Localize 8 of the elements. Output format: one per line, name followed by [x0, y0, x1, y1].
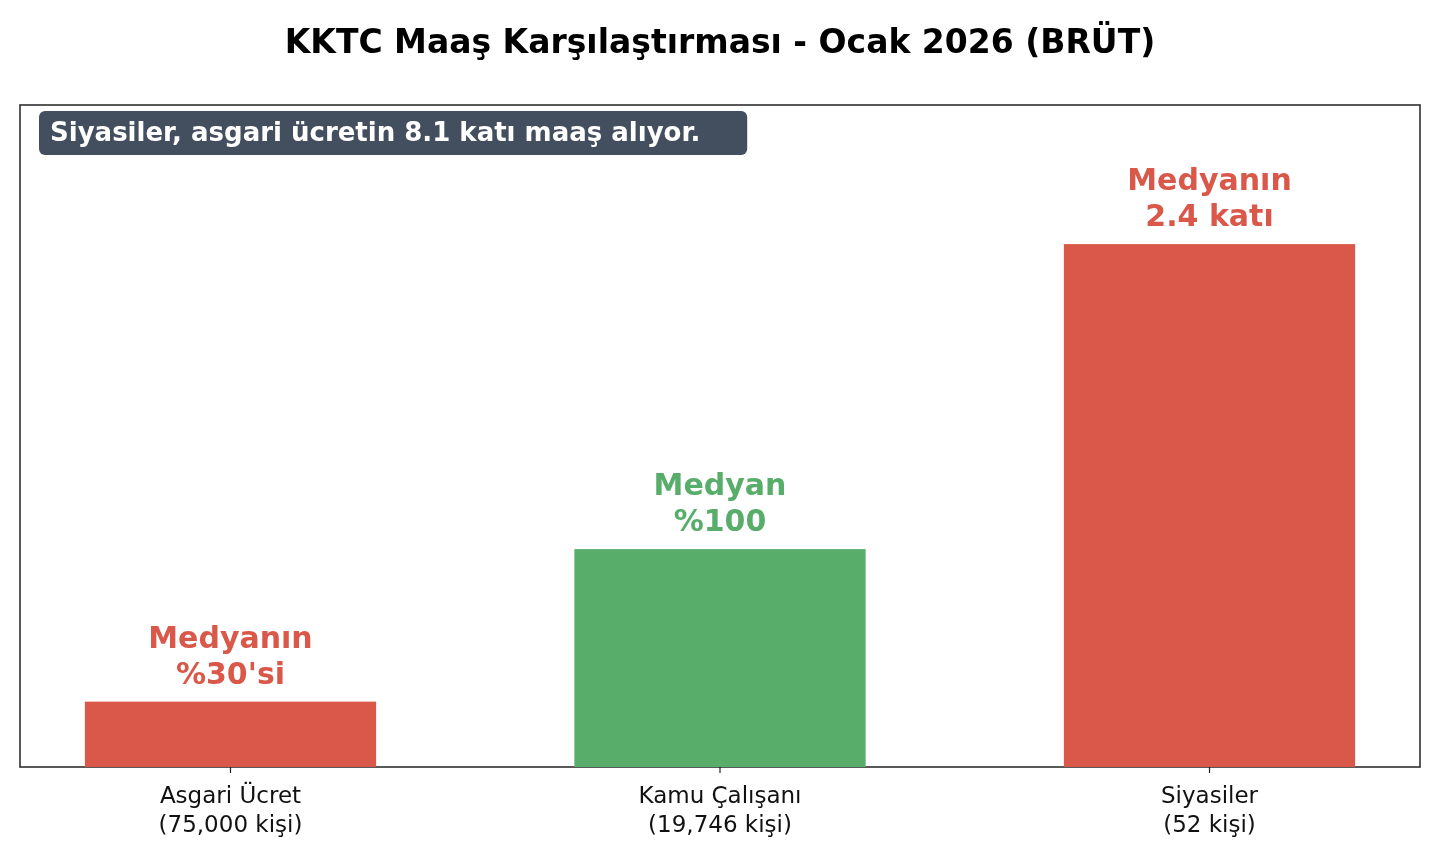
x-tick-label: Asgari Ücret (75,000 kişi) [158, 781, 303, 837]
chart-title: KKTC Maaş Karşılaştırması - Ocak 2026 (BRÜT) [284, 21, 1156, 61]
x-tick-label: Kamu Çalışanı (19,746 kişi) [638, 782, 802, 837]
data-label: Medyan %100 [653, 467, 787, 539]
data-label: Medyanın 2.4 katı [1127, 162, 1292, 234]
x-tick-label: Siyasiler (52 kişi) [1160, 782, 1259, 837]
text: Siyasiler, asgari ücretin 8.1 katı maaş alıyor. [50, 117, 701, 147]
data-label: Medyanın %30'si [148, 619, 313, 691]
